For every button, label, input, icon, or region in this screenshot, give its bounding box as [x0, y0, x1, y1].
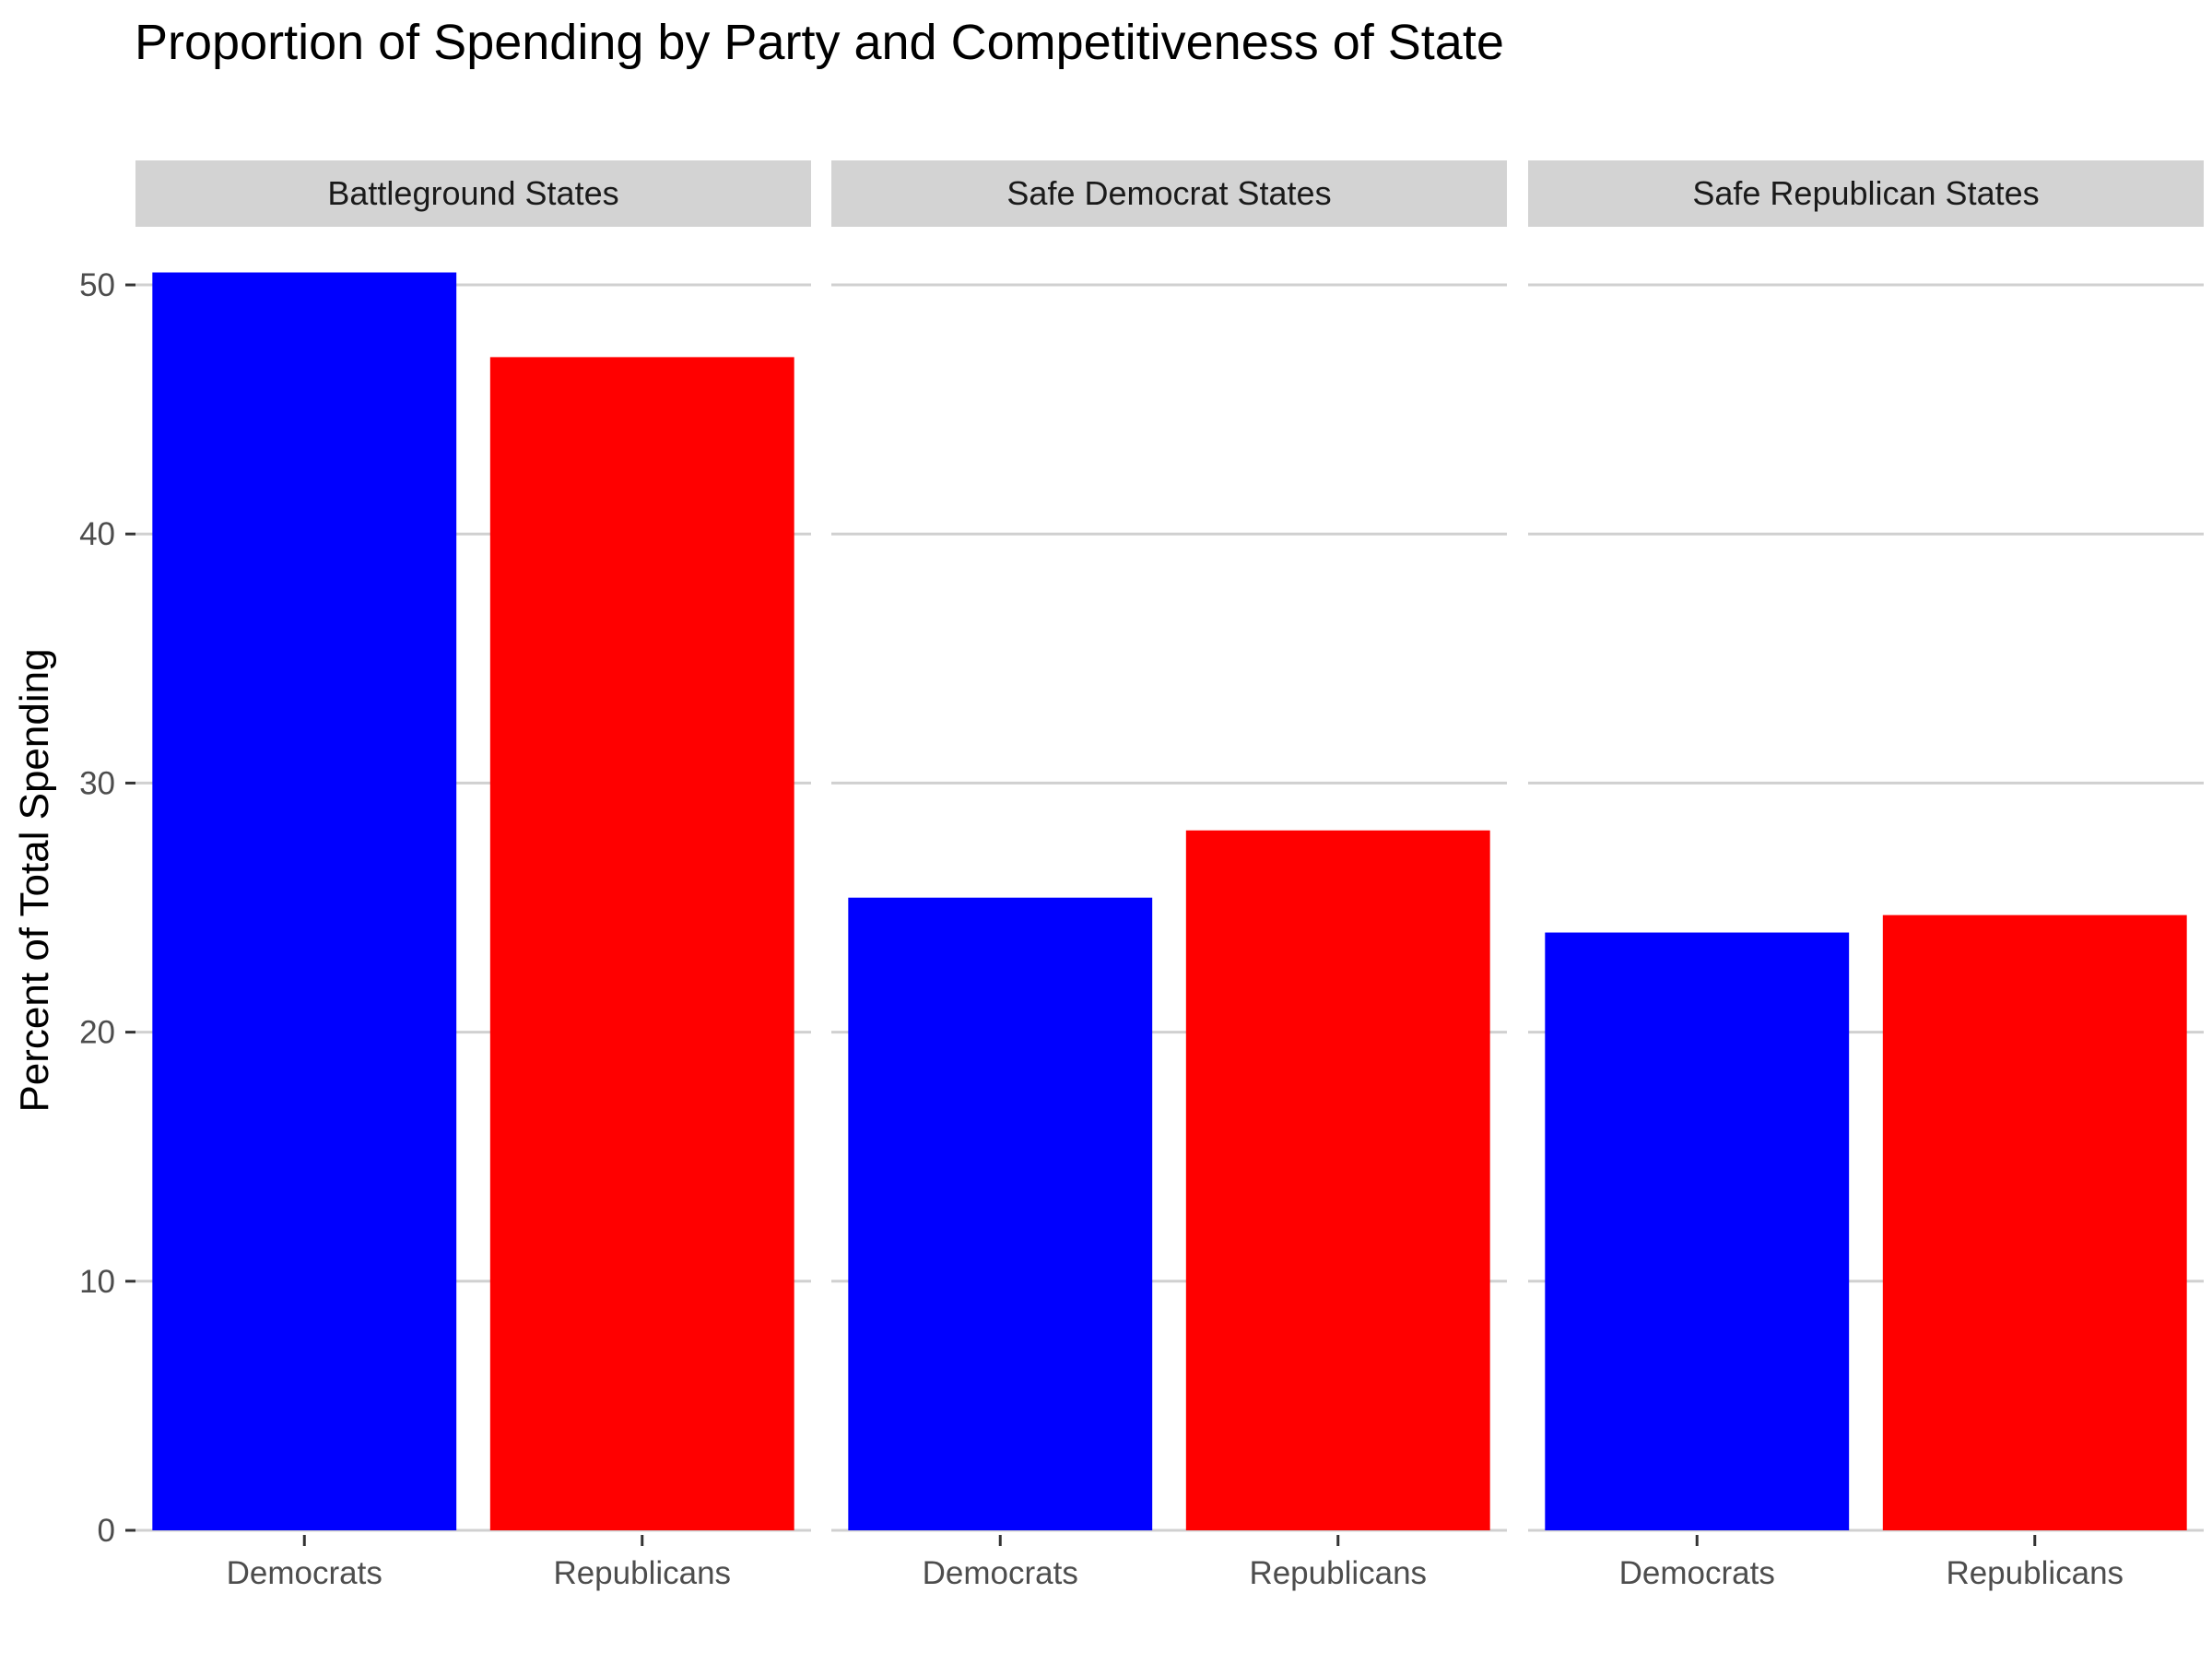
y-tick-label: 50: [79, 267, 115, 303]
y-axis-title: Percent of Total Spending: [12, 648, 57, 1112]
facet-strip: [831, 160, 1507, 227]
x-tick-label: Democrats: [1619, 1555, 1775, 1591]
bar: [489, 357, 794, 1530]
facet-strip-label: Safe Republican States: [1692, 174, 2039, 212]
bar: [1545, 932, 1850, 1530]
x-tick-label: Republicans: [1249, 1555, 1427, 1591]
facet-panel: Safe Republican States Democrats Republica…: [1528, 160, 2204, 1591]
y-tick-label: 10: [79, 1264, 115, 1300]
bar: [152, 272, 457, 1531]
facet-strip-label: Battleground States: [327, 174, 618, 212]
facet-panel: Safe Democrat States Democrats Republicans: [831, 160, 1507, 1591]
y-tick-label: 30: [79, 765, 115, 801]
facet-strip: [1528, 160, 2204, 227]
facet-panel: Battleground States Democrats Republicans: [135, 160, 811, 1591]
chart-title: Proportion of Spending by Party and Comp…: [135, 15, 1504, 70]
y-axis: 0 10 20 30 40 50: [79, 267, 135, 1549]
bar: [1185, 830, 1490, 1530]
bar: [848, 897, 1153, 1530]
facet-strip-label: Safe Democrat States: [1006, 174, 1331, 212]
x-tick-label: Republicans: [553, 1555, 731, 1591]
x-tick-label: Democrats: [227, 1555, 382, 1591]
x-tick-label: Democrats: [923, 1555, 1078, 1591]
y-tick-label: 20: [79, 1015, 115, 1051]
bar: [1882, 915, 2187, 1530]
y-tick-label: 40: [79, 516, 115, 552]
x-tick-label: Republicans: [1946, 1555, 2124, 1591]
y-tick-label: 0: [98, 1513, 115, 1549]
facet-strip: [135, 160, 811, 227]
